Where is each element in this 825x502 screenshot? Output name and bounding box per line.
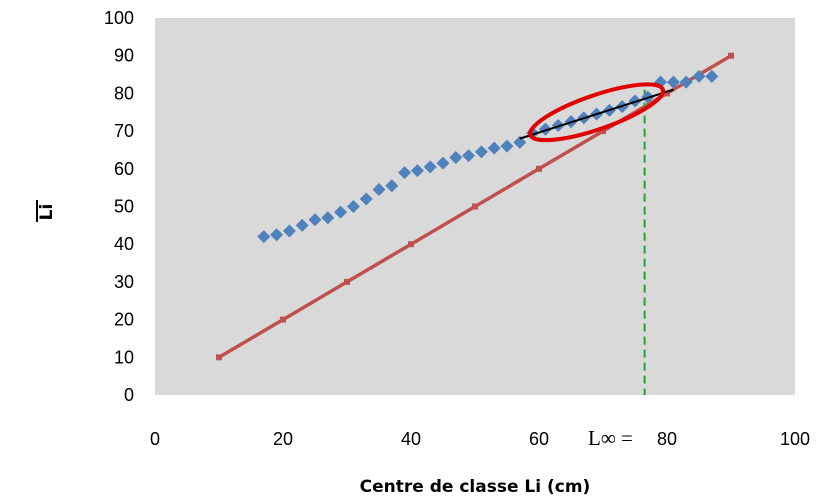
reference-marker: [344, 278, 350, 285]
y-tick-label: 70: [114, 121, 134, 141]
scatter-point: [334, 205, 348, 219]
scatter-point: [500, 139, 514, 153]
scatter-point: [436, 156, 450, 170]
y-tick-label: 30: [114, 272, 134, 292]
x-tick-label: 0: [150, 429, 160, 449]
highlight-ellipse: [528, 82, 666, 143]
scatter-point: [282, 224, 296, 238]
y-tick-label: 10: [114, 347, 134, 367]
x-tick-label: 100: [780, 429, 810, 449]
reference-marker: [664, 90, 670, 97]
scatter-point: [474, 145, 488, 159]
scatter-point: [321, 211, 335, 225]
reference-marker: [536, 165, 542, 172]
x-tick-label: 60: [529, 429, 549, 449]
y-tick-label: 40: [114, 234, 134, 254]
x-tick-label: 80: [657, 429, 677, 449]
y-tick-label: 60: [114, 159, 134, 179]
scatter-point: [705, 69, 719, 83]
y-axis-label: Li: [37, 204, 57, 221]
scatter-point: [666, 75, 680, 89]
scatter-point: [423, 160, 437, 174]
trend-line: [519, 88, 674, 140]
scatter-point: [462, 149, 476, 163]
x-tick-label: 20: [273, 429, 293, 449]
scatter-point: [513, 135, 527, 149]
scatter-point: [308, 213, 322, 227]
scatter-point: [449, 150, 463, 164]
scatter-point: [410, 164, 424, 178]
y-tick-label: 90: [114, 46, 134, 66]
reference-marker: [472, 203, 478, 210]
y-tick-label: 100: [104, 8, 134, 28]
x-tick-label: 40: [401, 429, 421, 449]
scatter-point: [692, 69, 706, 83]
reference-marker: [280, 316, 286, 323]
y-tick-label: 80: [114, 83, 134, 103]
reference-marker: [728, 52, 734, 59]
scatter-point: [270, 228, 284, 242]
scatter-point: [398, 166, 412, 180]
scatter-point: [679, 75, 693, 89]
y-axis-label-group: Li: [36, 200, 57, 222]
l-infinity-annotation: L∞ =: [588, 426, 633, 450]
scatter-point: [257, 230, 271, 244]
y-tick-label: 50: [114, 197, 134, 217]
y-tick-label: 0: [124, 385, 134, 405]
scatter-point: [385, 179, 399, 193]
scatter-point: [487, 141, 501, 155]
reference-marker: [408, 241, 414, 248]
reference-marker: [600, 128, 606, 135]
scatter-point: [372, 183, 386, 197]
scatter-point: [346, 200, 360, 213]
y-tick-label: 20: [114, 310, 134, 330]
scatter-point: [359, 192, 373, 206]
x-axis-label: Centre de classe Li (cm): [360, 477, 591, 497]
reference-marker: [216, 354, 222, 361]
scatter-point: [295, 218, 309, 232]
